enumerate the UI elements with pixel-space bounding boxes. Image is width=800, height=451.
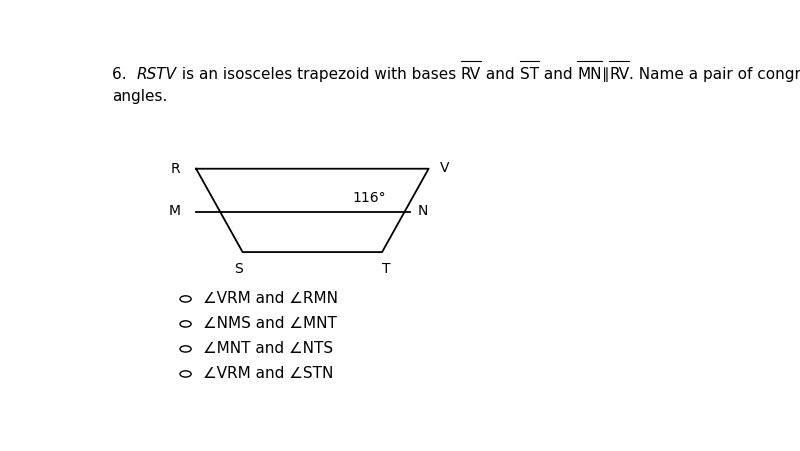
Text: RSTV: RSTV [137,68,177,83]
Text: ∥: ∥ [602,68,610,83]
Text: 6.: 6. [112,68,137,83]
Text: M: M [169,204,181,218]
Text: and: and [538,68,577,83]
Text: ∠VRM and ∠RMN: ∠VRM and ∠RMN [203,291,338,306]
Text: ST: ST [519,68,538,83]
Text: . Name a pair of congruent: . Name a pair of congruent [630,68,800,83]
Text: R: R [171,162,181,176]
Text: T: T [382,262,390,276]
Text: ∠NMS and ∠MNT: ∠NMS and ∠MNT [203,317,337,331]
Text: ∠MNT and ∠NTS: ∠MNT and ∠NTS [203,341,333,356]
Text: angles.: angles. [112,89,168,104]
Text: is an isosceles trapezoid with bases: is an isosceles trapezoid with bases [177,68,461,83]
Text: V: V [440,161,450,175]
Text: 116°: 116° [353,191,386,205]
Text: and: and [481,68,519,83]
Text: RV: RV [461,68,481,83]
Text: ∠VRM and ∠STN: ∠VRM and ∠STN [203,367,334,382]
Text: S: S [234,262,243,276]
Text: MN: MN [577,68,602,83]
Text: RV: RV [610,68,630,83]
Text: N: N [418,204,428,218]
